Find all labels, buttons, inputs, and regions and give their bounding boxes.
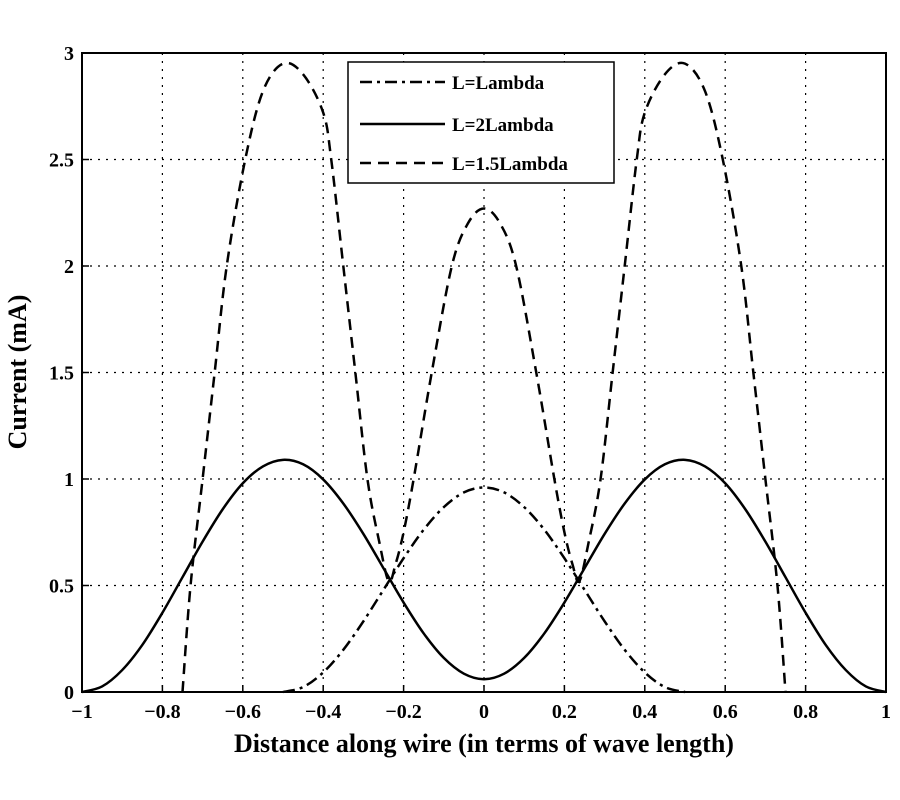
legend-label-l-lambda: L=Lambda (452, 73, 545, 94)
legend-label-l-1-5lambda: L=1.5Lambda (452, 154, 568, 175)
legend-label-l-2lambda: L=2Lambda (452, 115, 554, 136)
series-line-l-2lambda (81, 458, 887, 694)
series-line-l-1-5lambda (181, 61, 787, 693)
y-tick-label: 1 (64, 469, 74, 491)
x-axis-label: Distance along wire (in terms of wave le… (234, 729, 734, 758)
y-tick-label: 3 (64, 43, 74, 65)
x-tick-label: −0.2 (385, 701, 421, 723)
x-tick-label: −1 (71, 701, 92, 723)
legend: L=Lambda L=2Lambda L=1.5Lambda (347, 61, 615, 184)
plot-frame (81, 52, 887, 693)
y-tick-label: 2 (64, 256, 74, 278)
x-tick-label: −0.8 (144, 701, 180, 723)
y-tick-label: 1.5 (49, 363, 74, 385)
x-tick-label: 0.2 (552, 701, 577, 723)
y-tick-label: 0 (64, 682, 74, 704)
series-line-l-lambda (282, 486, 686, 694)
x-tick-labels: −1 −0.8 −0.6 −0.4 −0.2 0 0.2 0.4 0.6 0.8 1 (71, 701, 891, 723)
y-tick-labels: 0 0.5 1 1.5 2 2.5 3 (49, 43, 74, 704)
x-tick-label: 0.4 (632, 701, 657, 723)
x-tick-label: −0.4 (305, 701, 341, 723)
y-tick-label: 0.5 (49, 576, 74, 598)
x-tick-label: 0.6 (713, 701, 738, 723)
y-tick-label: 2.5 (49, 150, 74, 172)
y-axis-label: Current (mA) (3, 295, 32, 450)
x-tick-label: 0 (479, 701, 489, 723)
x-tick-label: 1 (881, 701, 891, 723)
x-tick-label: −0.6 (225, 701, 261, 723)
x-tick-label: 0.8 (793, 701, 818, 723)
series-layer (81, 61, 887, 694)
